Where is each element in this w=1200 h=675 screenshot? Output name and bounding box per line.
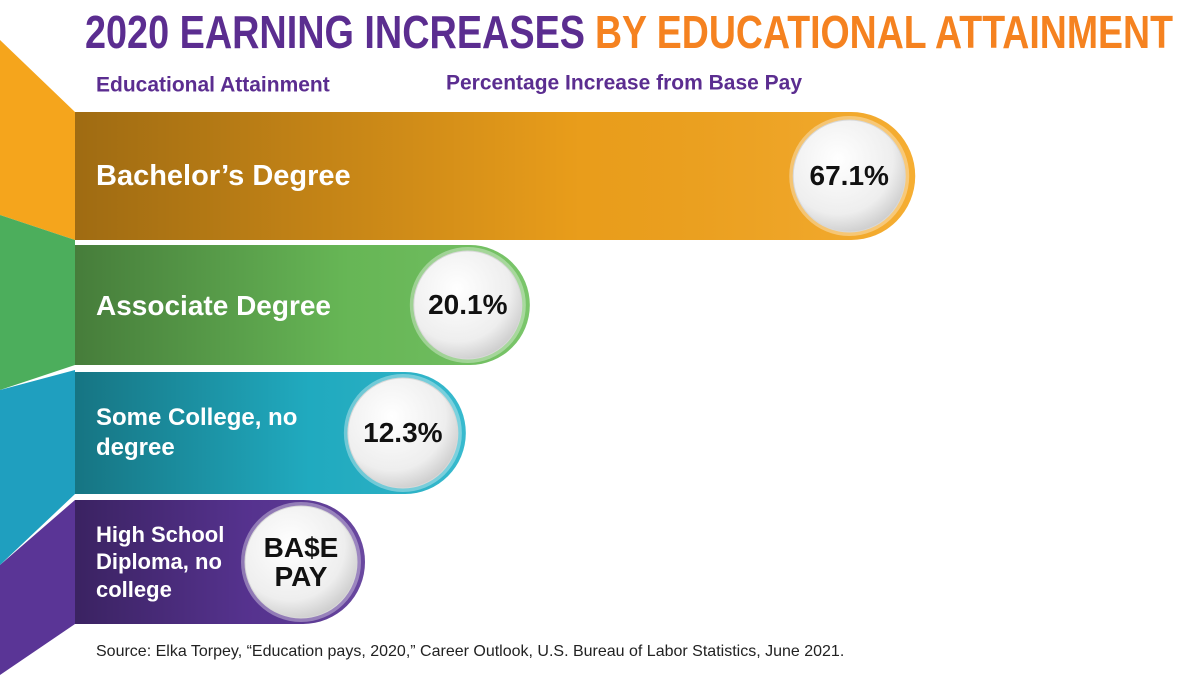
- value-label: 20.1%: [428, 289, 508, 321]
- value-label: 67.1%: [809, 160, 889, 192]
- value-label: BA$E PAY: [263, 531, 339, 592]
- left-flares: [0, 40, 75, 675]
- title-highlight: BY EDUCATIONAL ATTAINMENT: [595, 6, 1173, 58]
- category-label: Bachelor’s Degree: [96, 159, 351, 192]
- title: 2020 EARNING INCREASES: [85, 6, 585, 58]
- badge: [244, 505, 358, 619]
- bar-shade: [75, 245, 530, 365]
- category-header: Educational Attainment: [96, 74, 330, 97]
- badge: [413, 250, 523, 360]
- value-label: 12.3%: [363, 417, 443, 449]
- source: Source: Elka Torpey, “Education pays, 20…: [96, 643, 844, 660]
- category-label-box: Bachelor’s Degree: [96, 159, 351, 192]
- value-header: Percentage Increase from Base Pay: [446, 72, 802, 95]
- value-label-box: BA$E PAY: [263, 531, 339, 592]
- category-label-box: Some College, no degree: [96, 404, 298, 461]
- category-label: Associate Degree: [96, 289, 332, 321]
- value-label-box: 12.3%: [363, 417, 443, 449]
- category-label-box: Associate Degree: [96, 289, 332, 321]
- badge: [347, 377, 459, 489]
- category-label: Some College, no degree: [96, 404, 298, 461]
- category-label-box: High School Diploma, no college: [96, 521, 225, 602]
- badge: [792, 119, 906, 233]
- value-label-box: 20.1%: [428, 289, 508, 321]
- category-label: High School Diploma, no college: [96, 521, 225, 602]
- value-label-box: 67.1%: [809, 160, 889, 192]
- bar-shade: [75, 112, 916, 240]
